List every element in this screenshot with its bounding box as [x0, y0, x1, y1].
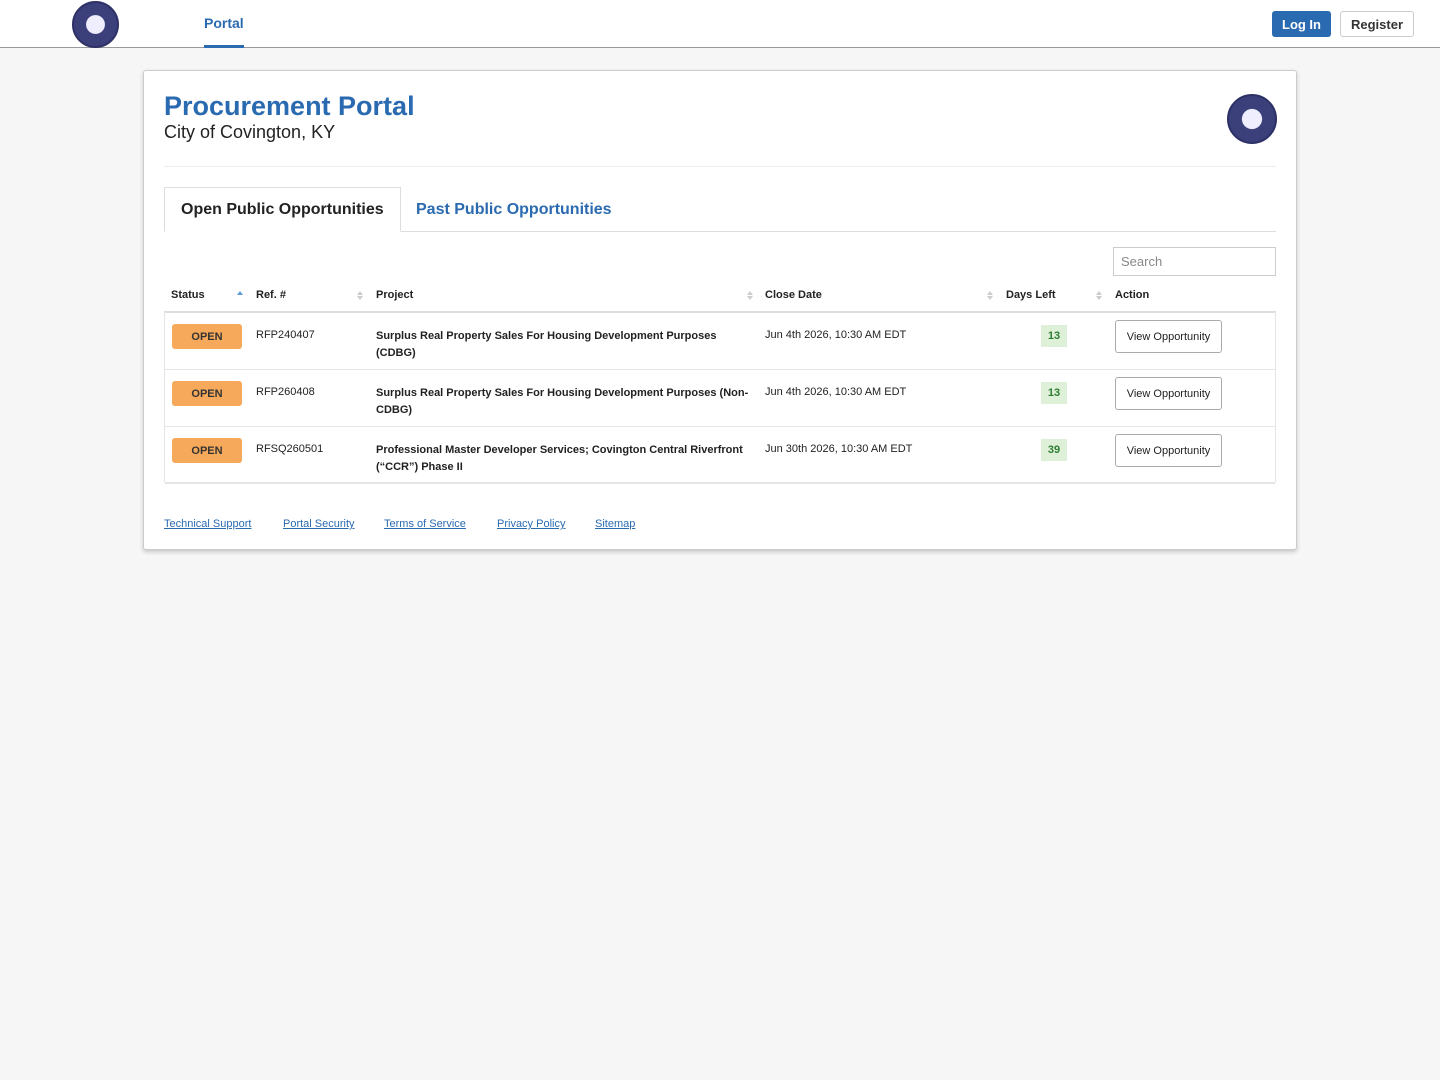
- search-input[interactable]: Search: [1113, 247, 1276, 276]
- footer-link[interactable]: Portal Security: [283, 518, 355, 530]
- title: Procurement Portal: [164, 91, 415, 121]
- sort-icon[interactable]: [987, 288, 993, 302]
- sort-icon[interactable]: [237, 288, 243, 302]
- divider: [164, 166, 1276, 167]
- portal-card: Procurement Portal City of Covington, KY…: [143, 70, 1297, 550]
- table-row: OPEN RFP260408 Surplus Real Property Sales…: [165, 370, 1275, 427]
- status-badge: OPEN: [172, 438, 242, 463]
- table-row: OPEN RFP240407 Surplus Real Property Sales…: [165, 313, 1275, 370]
- column-header[interactable]: Days Left: [1006, 289, 1056, 301]
- sort-icon[interactable]: [1096, 288, 1102, 302]
- view-button[interactable]: View Opportunity: [1115, 320, 1222, 353]
- column-header[interactable]: Project: [376, 289, 414, 301]
- status-badge: OPEN: [172, 324, 242, 349]
- view-button[interactable]: View Opportunity: [1115, 377, 1222, 410]
- footer-link[interactable]: Technical Support: [164, 518, 252, 530]
- column-header[interactable]: Ref. #: [256, 289, 286, 301]
- subtitle: City of Covington, KY: [164, 122, 336, 142]
- table: OPEN RFP240407 Surplus Real Property Sales…: [164, 311, 1276, 484]
- top-nav: Portal Log In Register: [0, 0, 1440, 48]
- project-name: Professional Master Developer Services; …: [376, 444, 743, 473]
- project-name: Surplus Real Property Sales For Housing …: [376, 330, 717, 359]
- column-header: Action: [1115, 289, 1150, 301]
- project-name: Surplus Real Property Sales For Housing …: [376, 387, 749, 416]
- register-button[interactable]: Register: [1340, 11, 1414, 37]
- days-left: 13: [1041, 325, 1067, 347]
- ref-number: RFP260408: [256, 386, 315, 398]
- close-date: Jun 4th 2026, 10:30 AM EDT: [765, 329, 907, 341]
- ref-number: RFSQ260501: [256, 443, 324, 455]
- logo[interactable]: [72, 1, 119, 48]
- tab[interactable]: Past Public Opportunities: [416, 200, 612, 218]
- close-date: Jun 4th 2026, 10:30 AM EDT: [765, 386, 907, 398]
- column-header[interactable]: Close Date: [765, 289, 822, 301]
- tab-line: [164, 231, 1276, 232]
- days-left: 39: [1041, 439, 1067, 461]
- seal: [1227, 94, 1277, 144]
- footer-link[interactable]: Sitemap: [595, 518, 636, 530]
- ref-number: RFP240407: [256, 329, 315, 341]
- close-date: Jun 30th 2026, 10:30 AM EDT: [765, 443, 913, 455]
- portal-link[interactable]: Portal: [204, 0, 244, 48]
- days-left: 13: [1041, 382, 1067, 404]
- footer-link[interactable]: Terms of Service: [384, 518, 466, 530]
- column-header[interactable]: Status: [171, 289, 205, 301]
- login-button[interactable]: Log In: [1272, 11, 1331, 37]
- table-row: OPEN RFSQ260501 Professional Master Develo…: [165, 427, 1275, 484]
- sort-icon[interactable]: [747, 288, 753, 302]
- view-button[interactable]: View Opportunity: [1115, 434, 1222, 467]
- tab[interactable]: Open Public Opportunities: [164, 187, 401, 232]
- sort-icon[interactable]: [357, 288, 363, 302]
- footer-link[interactable]: Privacy Policy: [497, 518, 566, 530]
- status-badge: OPEN: [172, 381, 242, 406]
